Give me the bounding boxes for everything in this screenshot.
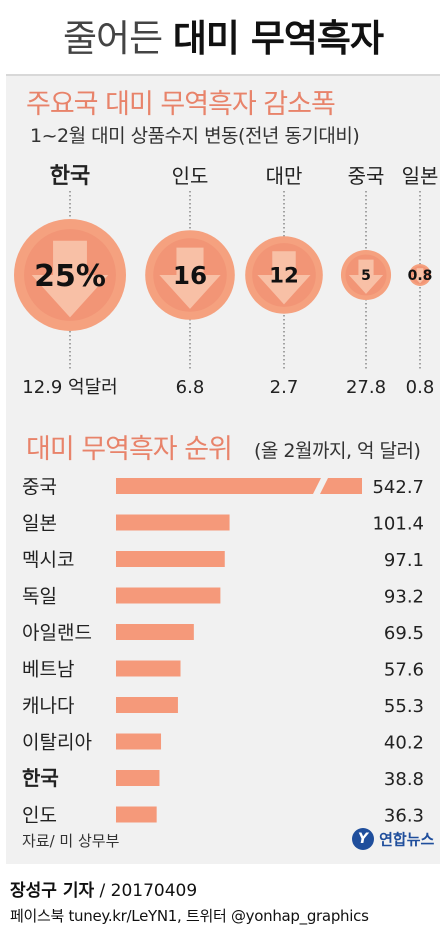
bar-category-label: 베트남: [22, 659, 74, 681]
bar-category-label: 아일랜드: [22, 622, 92, 644]
bubble-surplus-label: 6.8: [176, 377, 205, 398]
bubble-surplus-label: 0.8: [406, 377, 435, 398]
bubble-decrease-label: 16: [173, 261, 207, 290]
bubble-arrow-icon: [31, 240, 109, 318]
bar: [116, 587, 221, 604]
bubble-chart: 한국 25% 12.9 억달러 인도 16 6.8 대만 12 2.7 중국 5 27.8 일본 0.8 0…: [14, 164, 439, 398]
bubble-arrow-icon: [159, 247, 221, 309]
source-note: 자료/ 미 상무부: [22, 832, 120, 850]
bubble-decrease-label: 5: [361, 268, 371, 284]
section1-subtitle: 1~2월 대미 상품수지 변동(전년 동기대비): [30, 125, 360, 147]
bubble-country-label: 한국: [50, 164, 90, 189]
bubble-decrease-label: 25%: [34, 259, 106, 294]
bar: [116, 551, 225, 567]
social-links: 페이스북 tuney.kr/LeYN1, 트위터 @yonhap_graphic…: [10, 907, 369, 925]
bar-value-label: 38.8: [384, 769, 424, 790]
section1-title: 주요국 대미 무역흑자 감소폭: [26, 89, 336, 120]
credit-line: 장성구 기자 / 20170409: [10, 876, 197, 901]
bar-value-label: 36.3: [384, 806, 424, 827]
bar-value-label: 542.7: [372, 477, 424, 498]
bar: [116, 660, 181, 677]
bar-category-label: 캐나다: [22, 695, 74, 717]
bar-category-label: 이탈리아: [22, 732, 92, 754]
bar-value-label: 93.2: [384, 587, 424, 608]
bar-value-label: 69.5: [384, 623, 424, 644]
bubble-surplus-label: 12.9 억달러: [22, 377, 117, 398]
title-light: 줄어든: [62, 17, 163, 60]
title-bold: 대미 무역흑자: [172, 17, 384, 60]
bubble-arrow-icon: [348, 259, 384, 294]
page-title: 줄어든 대미 무역흑자: [0, 8, 446, 62]
bubble-country-label: 대만: [266, 164, 303, 188]
bubble-decrease-label: 0.8: [408, 268, 433, 284]
bar-value-label: 101.4: [372, 514, 424, 535]
bar-category-label: 중국: [22, 476, 57, 498]
bubble-decrease-label: 12: [269, 264, 299, 289]
bar-value-label: 57.6: [384, 660, 424, 681]
bar-category-label: 독일: [22, 586, 57, 608]
bar: [116, 624, 194, 640]
section2-title: 대미 무역흑자 순위: [26, 434, 233, 465]
yonhap-logo: Y 연합뉴스: [352, 828, 434, 856]
bubble-arrow-icon: [412, 268, 428, 284]
bar-chart: 중국 542.7 일본 101.4 멕시코 97.1 독일 93.2 아일랜드 69.5 베트남 57…: [22, 476, 424, 827]
bar-value-label: 97.1: [384, 550, 424, 571]
bar-category-label: 일본: [22, 513, 57, 535]
credit-date: / 20170409: [94, 881, 198, 901]
bubble-country-label: 중국: [348, 164, 385, 188]
chart-panel: [6, 74, 440, 864]
bar: [116, 697, 178, 713]
logo-text: 연합뉴스: [379, 830, 435, 849]
bar-category-label: 한국: [22, 766, 59, 790]
bar: [116, 806, 157, 823]
bar-category-label: 멕시코: [22, 549, 74, 571]
bubble-country-label: 인도: [172, 164, 209, 188]
bar-category-label: 인도: [22, 805, 57, 827]
bar: [116, 514, 230, 531]
bar: [116, 770, 160, 786]
logo-mark-icon: Y: [352, 828, 374, 850]
bubble-arrow-icon: [257, 251, 311, 305]
bubble-country-label: 일본: [402, 164, 439, 188]
bar-value-label: 55.3: [384, 696, 424, 717]
section2-unit-note: (올 2월까지, 억 달러): [254, 440, 421, 462]
bubble-surplus-label: 2.7: [270, 377, 299, 398]
bar: [116, 733, 162, 750]
bar-value-label: 40.2: [384, 733, 424, 754]
bar: [320, 478, 362, 494]
bar: [116, 478, 321, 494]
bubble-surplus-label: 27.8: [346, 377, 386, 398]
reporter-name: 장성구 기자: [10, 881, 95, 901]
